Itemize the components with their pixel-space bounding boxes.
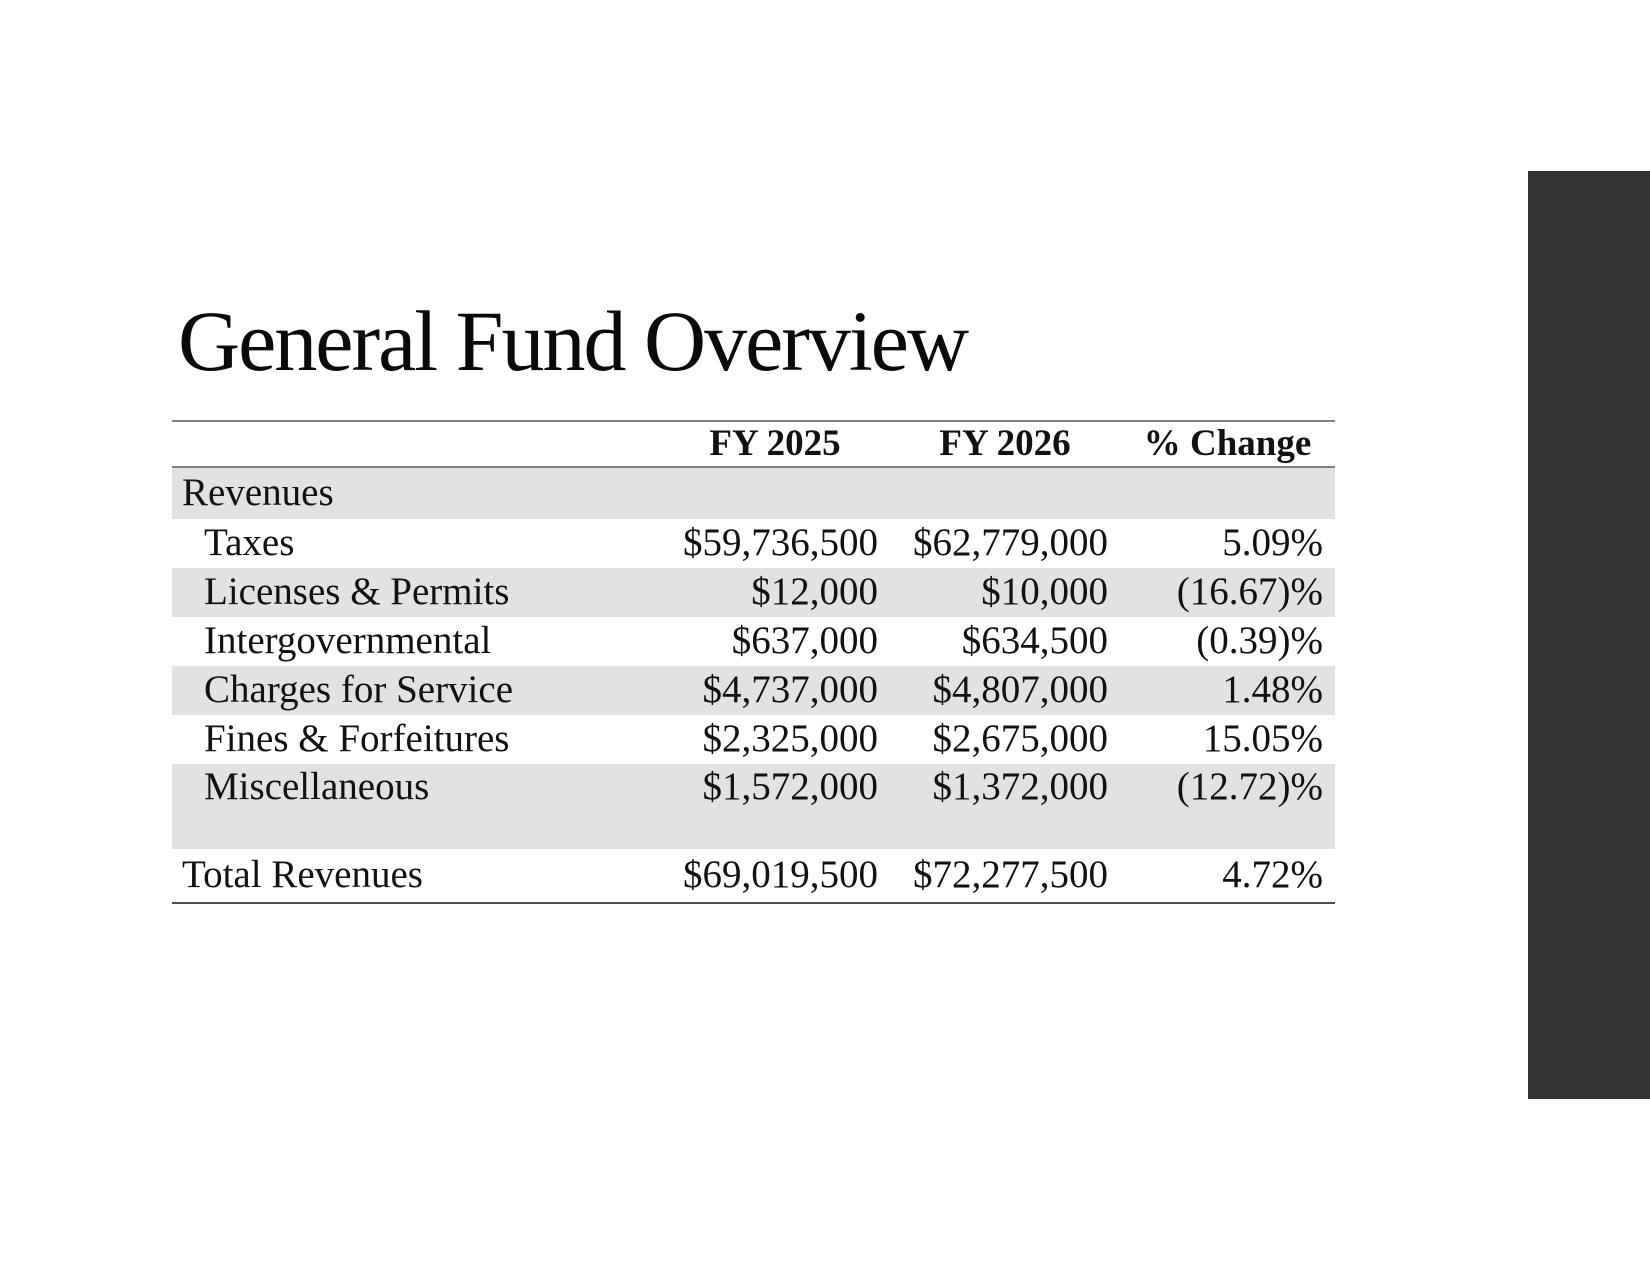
value-fy2025: $2,325,000: [702, 718, 879, 761]
value-fy2026: $2,675,000: [932, 718, 1109, 761]
table-row: Licenses & Permits $12,000 $10,000 (16.6…: [172, 568, 1335, 617]
column-header-fy2025: FY 2025: [709, 423, 841, 464]
total-row: Total Revenues $69,019,500 $72,277,500 4…: [172, 849, 1335, 904]
row-label: Licenses & Permits: [204, 571, 510, 614]
section-row-revenues: Revenues: [172, 468, 1335, 519]
total-label: Total Revenues: [182, 854, 423, 897]
slide-title: General Fund Overview: [178, 293, 969, 389]
table-header-row: FY 2025 FY 2026 % Change: [172, 420, 1335, 468]
value-fy2026: $1,372,000: [932, 766, 1109, 808]
column-header-change: % Change: [1143, 423, 1312, 464]
table-row: Intergovernmental $637,000 $634,500 (0.3…: [172, 617, 1335, 666]
total-fy2026: $72,277,500: [913, 854, 1108, 897]
row-label: Charges for Service: [204, 669, 514, 712]
value-fy2026: $634,500: [961, 620, 1108, 663]
value-change: (12.72)%: [1176, 766, 1323, 808]
value-fy2026: $10,000: [981, 571, 1108, 614]
value-fy2025: $59,736,500: [683, 522, 878, 565]
row-label: Intergovernmental: [204, 620, 492, 663]
value-fy2025: $637,000: [731, 620, 878, 663]
section-label: Revenues: [182, 472, 334, 515]
value-fy2026: $62,779,000: [913, 522, 1108, 565]
value-change: (16.67)%: [1176, 571, 1323, 614]
value-change: 15.05%: [1202, 718, 1323, 761]
value-change: 1.48%: [1222, 669, 1323, 712]
value-fy2025: $4,737,000: [702, 669, 879, 712]
table-row: Fines & Forfeitures $2,325,000 $2,675,00…: [172, 715, 1335, 764]
revenue-table: FY 2025 FY 2026 % Change Revenues Taxes …: [172, 420, 1335, 904]
table-row: Miscellaneous $1,572,000 $1,372,000 (12.…: [172, 764, 1335, 849]
value-fy2025: $12,000: [751, 571, 878, 614]
row-label: Miscellaneous: [204, 766, 430, 808]
table-row: Charges for Service $4,737,000 $4,807,00…: [172, 666, 1335, 715]
value-change: (0.39)%: [1196, 620, 1323, 663]
value-change: 5.09%: [1222, 522, 1323, 565]
total-fy2025: $69,019,500: [683, 854, 878, 897]
table-row: Taxes $59,736,500 $62,779,000 5.09%: [172, 519, 1335, 568]
accent-bar: [1528, 171, 1650, 1099]
row-label: Taxes: [204, 522, 295, 565]
value-fy2025: $1,572,000: [702, 766, 879, 808]
column-header-fy2026: FY 2026: [939, 423, 1071, 464]
total-change: 4.72%: [1222, 854, 1323, 897]
value-fy2026: $4,807,000: [932, 669, 1109, 712]
row-label: Fines & Forfeitures: [204, 718, 510, 761]
